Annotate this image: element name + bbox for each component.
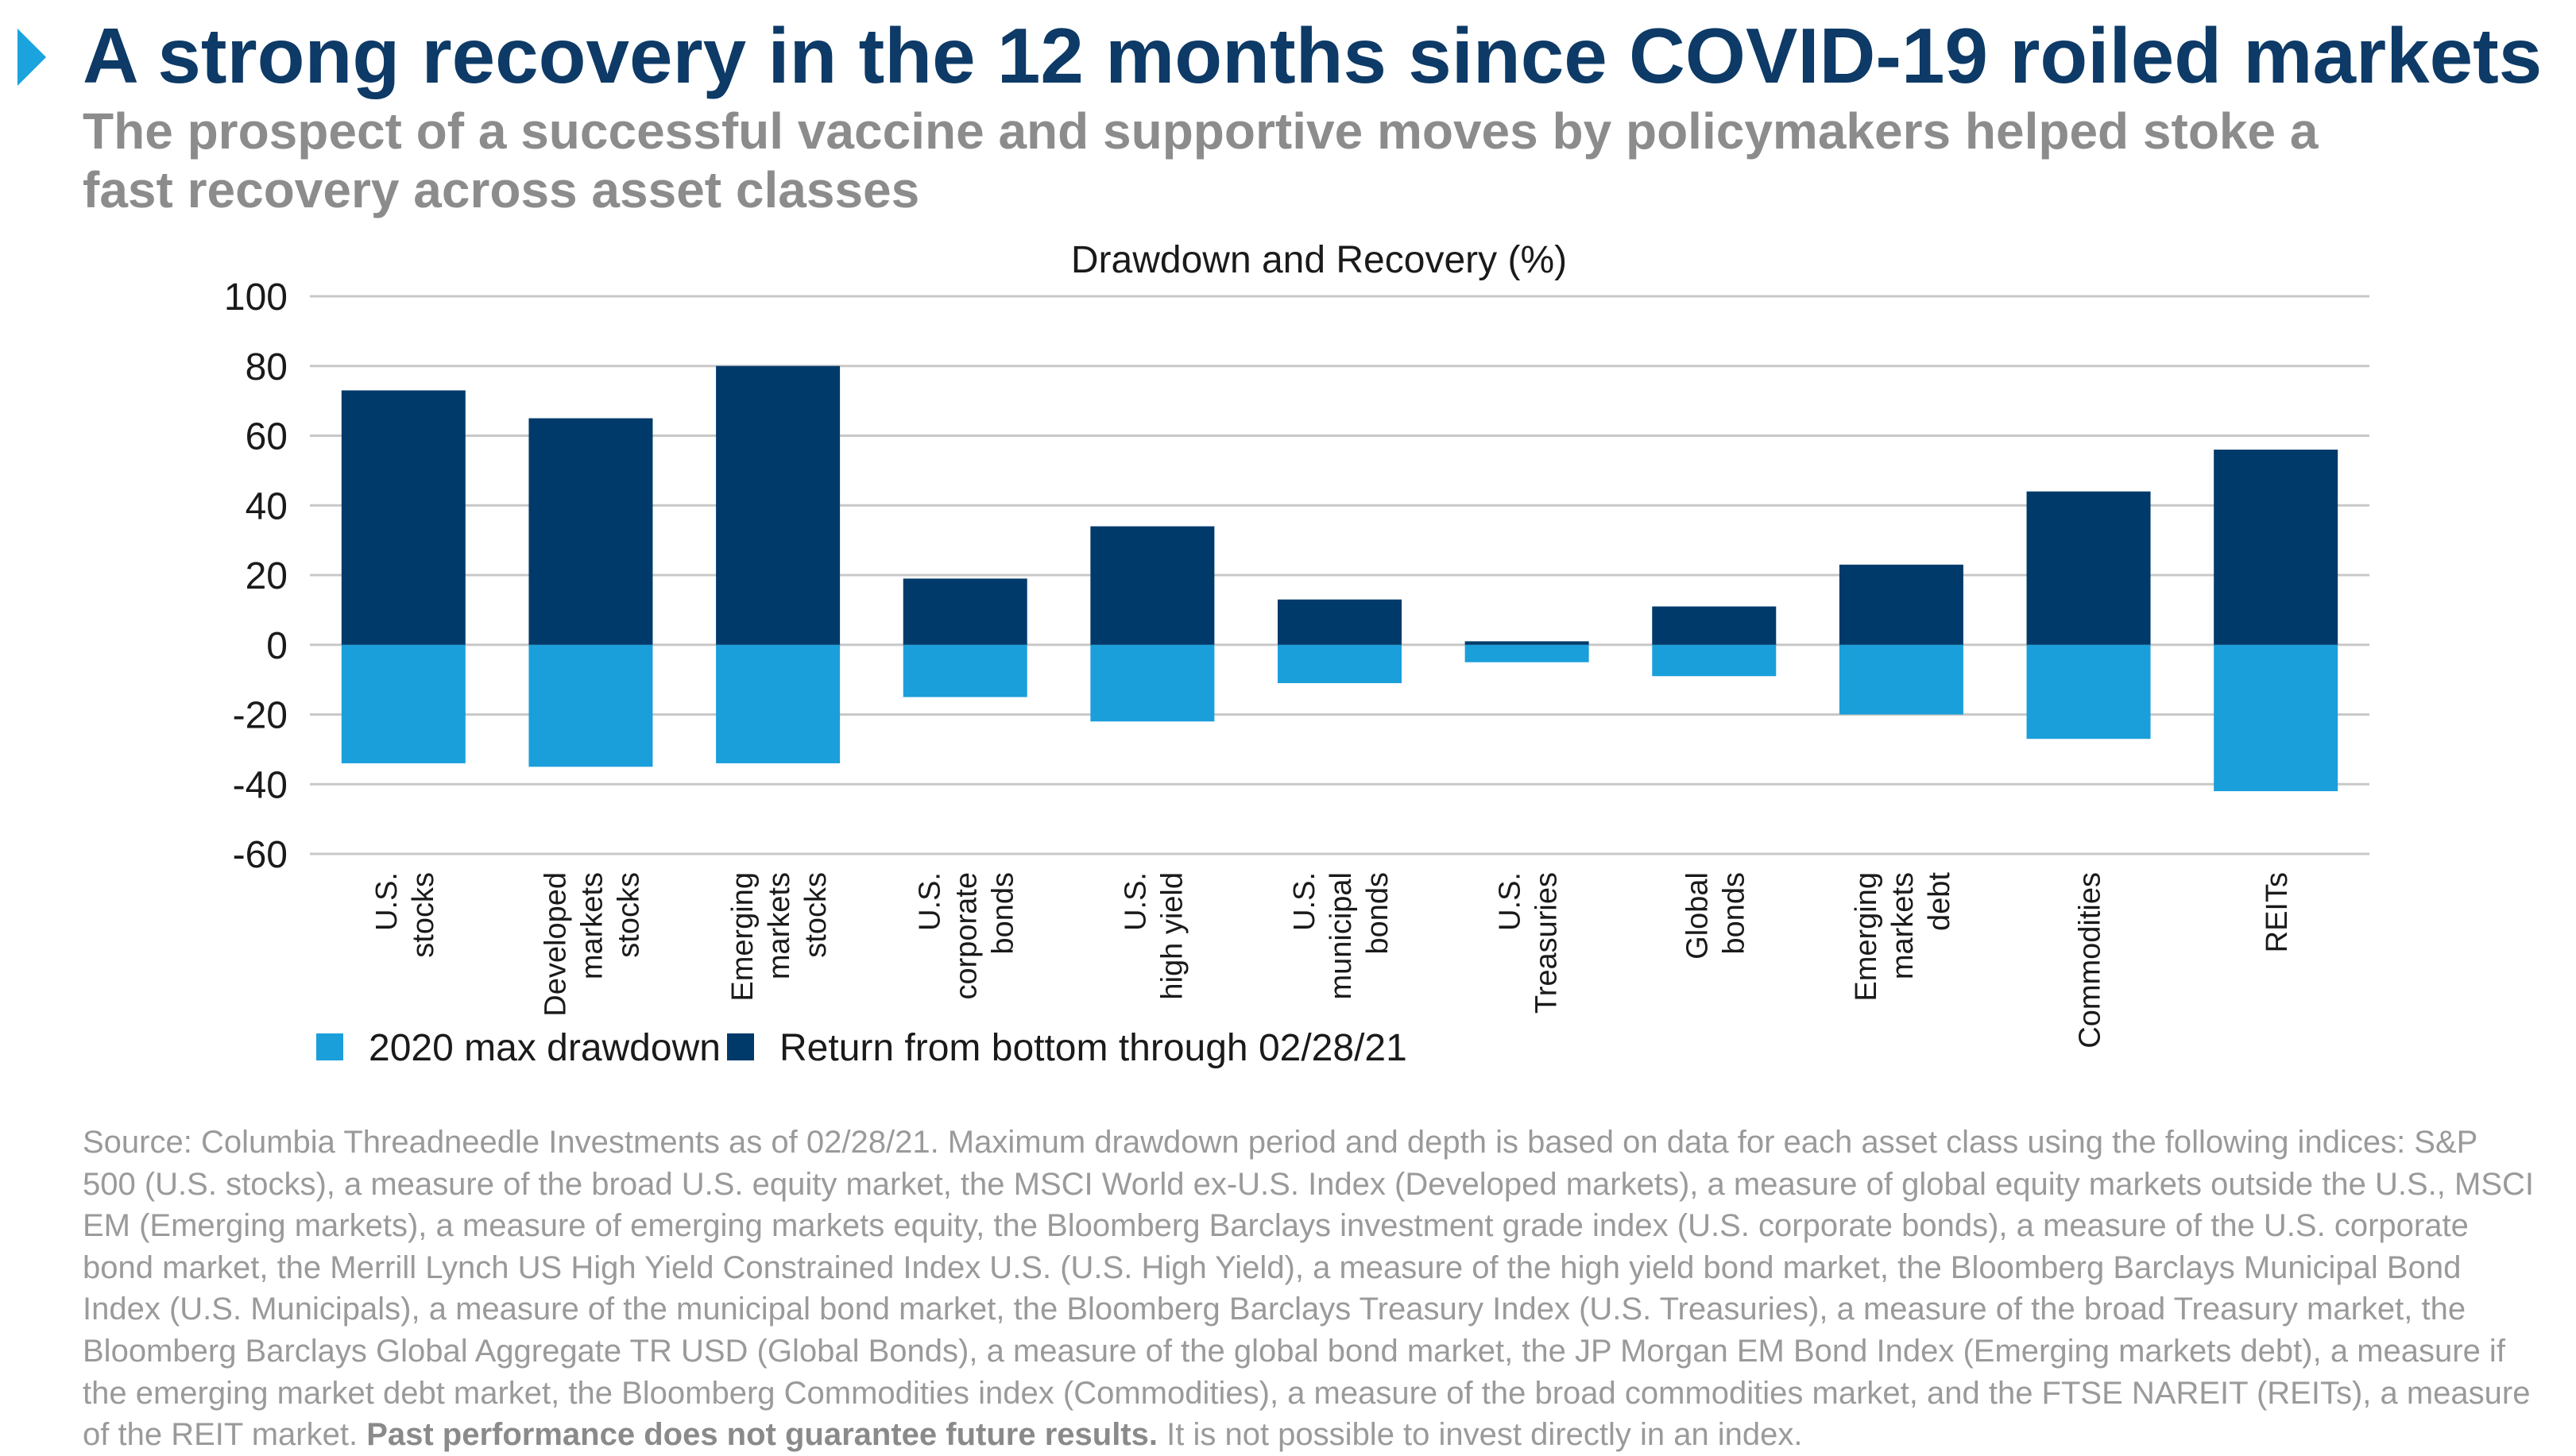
page-subtitle: The prospect of a successful vaccine and… [83,102,2319,218]
recovery-bar [2214,450,2338,645]
drawdown-bar [1278,644,1402,684]
x-tick-label: debt [1923,872,1956,931]
page-title: A strong recovery in the 12 months since… [83,12,2543,99]
x-category-label: Commodities [2074,872,2107,1049]
recovery-bar [1839,564,1963,645]
x-tick-label: corporate [950,872,984,1000]
x-category-label: U.S. Treasuries [1494,872,1564,1014]
drawdown-bar [1090,644,1215,722]
x-tick-label: Treasuries [1530,872,1564,1014]
drawdown-recovery-chart: Drawdown and Recovery (%) 100 80 60 40 20 0 -2… [224,239,2369,1069]
x-tick-label: markets [763,872,796,979]
x-tick-label: Emerging [1850,872,1883,1002]
legend-swatch [316,1033,343,1060]
x-tick-label: U.S. [914,872,947,931]
disclaimer-end: It is not possible to invest directly in… [1166,1417,1803,1453]
drawdown-bar [716,644,841,763]
recovery-bar [1090,526,1215,645]
y-axis: 100 80 60 40 20 0 -20 -40 -60 [224,276,288,876]
disclaimer-bold: Past performance does not guarantee futu… [366,1417,1158,1453]
x-category-label: Emerging markets debt [1850,872,1956,1002]
recovery-bar [716,365,841,645]
x-category-label: U.S. stocks [370,872,440,958]
x-tick-label: stocks [612,872,645,958]
drawdown-bar [2214,644,2338,792]
y-tick-label: 20 [246,555,288,597]
x-tick-label: stocks [799,872,833,958]
recovery-bar [528,418,653,645]
x-tick-label: U.S. [1119,872,1152,931]
y-tick-label: 60 [246,416,288,458]
x-tick-label: markets [575,872,609,979]
recovery-bar [1652,606,1777,645]
drawdown-bar [528,644,653,767]
source-text: Source: Columbia Threadneedle Investment… [83,1125,2534,1453]
y-tick-label: 100 [224,276,288,319]
x-tick-label: bonds [1361,872,1394,955]
recovery-bar [903,578,1027,645]
y-tick-label: 80 [246,346,288,388]
recovery-bar [1464,641,1589,645]
drawdown-bar [1839,644,1963,715]
x-tick-label: U.S. [1494,872,1527,931]
x-tick-label: bonds [1717,872,1750,955]
x-category-label: Developed markets stocks [539,872,645,1017]
x-category-label: REITs [2261,872,2294,952]
x-category-label: U.S. corporate bonds [914,872,1020,1000]
x-tick-label: bonds [987,872,1020,955]
y-tick-label: -20 [233,695,288,737]
drawdown-bar [1464,644,1589,662]
y-tick-label: 40 [246,485,288,527]
x-category-label: Global bonds [1681,872,1750,960]
legend: 2020 max drawdown Return from bottom thro… [316,1027,1407,1069]
recovery-bar [341,390,466,645]
legend-label: 2020 max drawdown [369,1027,721,1069]
bars [341,365,2338,792]
x-tick-label: REITs [2261,872,2294,952]
x-tick-label: Global [1681,872,1714,960]
x-axis-labels: U.S. stocks Developed markets stocks Emerging… [370,872,2294,1049]
x-tick-label: municipal [1325,872,1358,1000]
x-tick-label: U.S. [370,872,404,931]
x-category-label: U.S. high yield [1119,872,1189,1000]
x-tick-label: Commodities [2074,872,2107,1049]
x-category-label: Emerging markets stocks [726,872,833,1002]
y-tick-label: 0 [266,625,288,667]
x-tick-label: stocks [407,872,440,958]
legend-label: Return from bottom through 02/28/21 [779,1027,1407,1069]
x-tick-label: Developed [539,872,572,1017]
x-tick-label: markets [1886,872,1920,979]
legend-swatch [727,1033,754,1060]
x-category-label: U.S. municipal bonds [1288,872,1394,1000]
recovery-bar [2026,491,2151,645]
header-arrow-icon [17,29,46,86]
drawdown-bar [341,644,466,763]
y-tick-label: -60 [233,834,288,876]
source-note: Source: Columbia Threadneedle Investment… [83,1122,2538,1456]
drawdown-bar [903,644,1027,697]
x-tick-label: Emerging [726,872,760,1002]
drawdown-bar [1652,644,1777,677]
x-tick-label: high yield [1155,872,1189,1000]
y-tick-label: -40 [233,764,288,806]
recovery-bar [1278,599,1402,645]
x-tick-label: U.S. [1288,872,1321,931]
chart-title: Drawdown and Recovery (%) [1071,239,1567,281]
drawdown-bar [2026,644,2151,740]
